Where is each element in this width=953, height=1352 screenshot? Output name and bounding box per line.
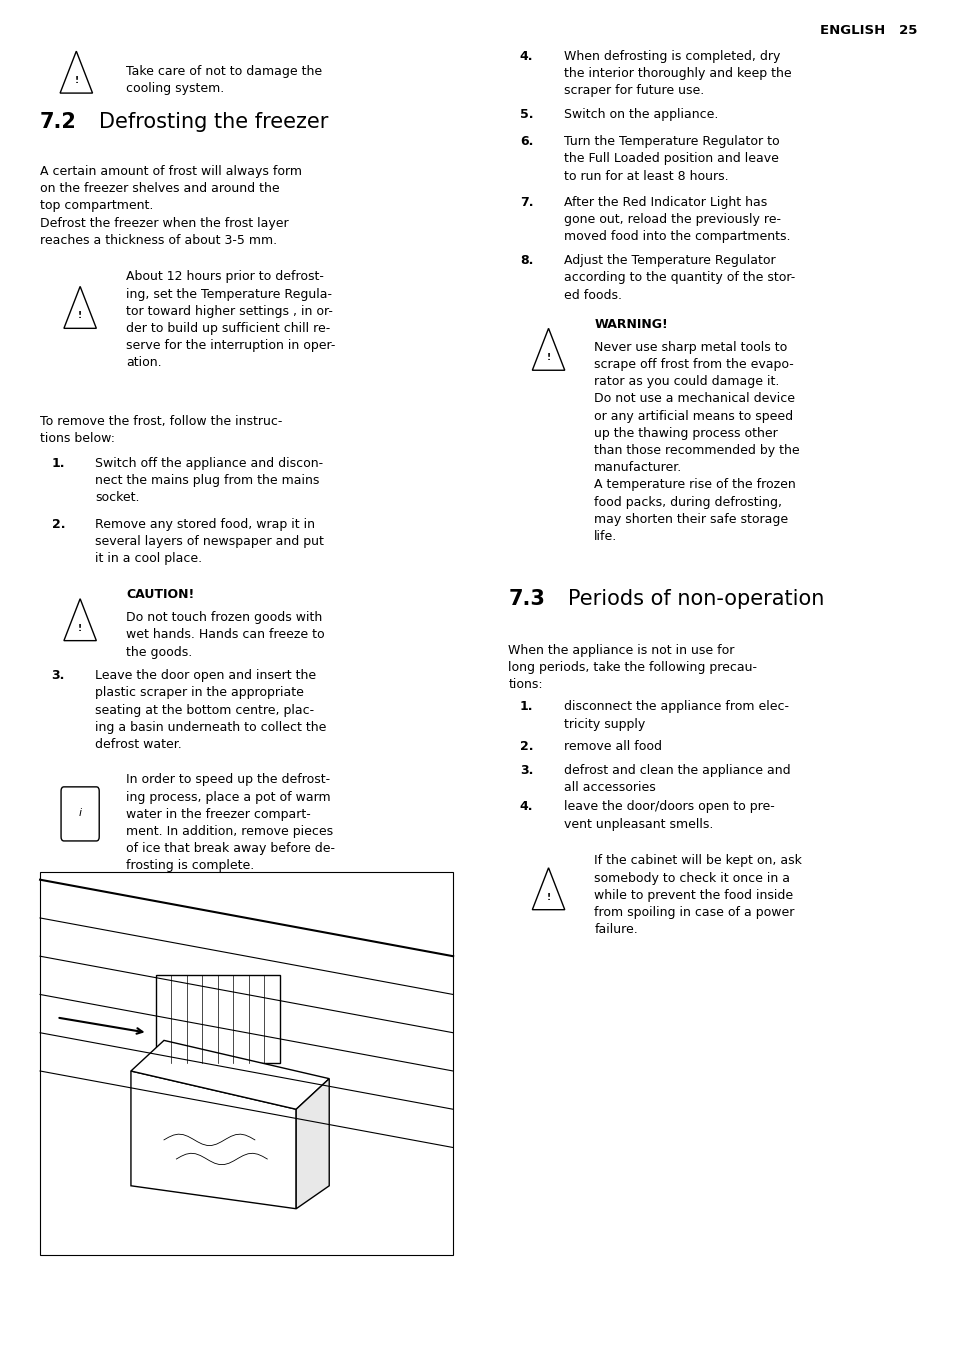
- Text: defrost and clean the appliance and
all accessories: defrost and clean the appliance and all …: [563, 764, 790, 794]
- Text: 7.: 7.: [519, 196, 533, 210]
- Text: disconnect the appliance from elec-
tricity supply: disconnect the appliance from elec- tric…: [563, 700, 788, 730]
- Text: About 12 hours prior to defrost-
ing, set the Temperature Regula-
tor toward hig: About 12 hours prior to defrost- ing, se…: [126, 270, 335, 369]
- Polygon shape: [295, 1079, 329, 1209]
- Text: Periods of non-operation: Periods of non-operation: [567, 589, 823, 610]
- Text: i: i: [78, 807, 82, 818]
- Text: remove all food: remove all food: [563, 740, 661, 753]
- Polygon shape: [131, 1041, 329, 1109]
- Text: Do not touch frozen goods with
wet hands. Hands can freeze to
the goods.: Do not touch frozen goods with wet hands…: [126, 611, 324, 658]
- Text: To remove the frost, follow the instruc-
tions below:: To remove the frost, follow the instruc-…: [40, 415, 282, 445]
- Text: In order to speed up the defrost-
ing process, place a pot of warm
water in the : In order to speed up the defrost- ing pr…: [126, 773, 335, 872]
- Text: 7.2: 7.2: [40, 112, 77, 132]
- Text: !: !: [546, 353, 550, 362]
- Text: A certain amount of frost will always form
on the freezer shelves and around the: A certain amount of frost will always fo…: [40, 165, 302, 247]
- Bar: [155, 975, 279, 1064]
- Text: 8.: 8.: [519, 254, 533, 268]
- Text: 4.: 4.: [519, 800, 533, 814]
- Text: ENGLISH   25: ENGLISH 25: [820, 24, 917, 38]
- Text: Leave the door open and insert the
plastic scraper in the appropriate
seating at: Leave the door open and insert the plast…: [95, 669, 327, 752]
- Text: 6.: 6.: [519, 135, 533, 149]
- Polygon shape: [131, 1071, 295, 1209]
- Text: 1.: 1.: [519, 700, 533, 714]
- Text: Never use sharp metal tools to
scrape off frost from the evapo-
rator as you cou: Never use sharp metal tools to scrape of…: [594, 341, 800, 544]
- Text: Take care of not to damage the
cooling system.: Take care of not to damage the cooling s…: [126, 65, 322, 95]
- Text: Remove any stored food, wrap it in
several layers of newspaper and put
it in a c: Remove any stored food, wrap it in sever…: [95, 518, 324, 565]
- Text: !: !: [78, 311, 82, 320]
- Text: After the Red Indicator Light has
gone out, reload the previously re-
moved food: After the Red Indicator Light has gone o…: [563, 196, 789, 243]
- Text: Switch on the appliance.: Switch on the appliance.: [563, 108, 718, 122]
- Text: If the cabinet will be kept on, ask
somebody to check it once in a
while to prev: If the cabinet will be kept on, ask some…: [594, 854, 801, 937]
- Text: 3.: 3.: [51, 669, 65, 683]
- Text: 1.: 1.: [51, 457, 65, 470]
- Text: CAUTION!: CAUTION!: [126, 588, 194, 602]
- Text: 7.3: 7.3: [508, 589, 545, 610]
- Text: Adjust the Temperature Regulator
according to the quantity of the stor-
ed foods: Adjust the Temperature Regulator accordi…: [563, 254, 794, 301]
- Text: leave the door/doors open to pre-
vent unpleasant smells.: leave the door/doors open to pre- vent u…: [563, 800, 774, 830]
- Text: !: !: [74, 76, 78, 85]
- Text: Defrosting the freezer: Defrosting the freezer: [99, 112, 328, 132]
- Text: WARNING!: WARNING!: [594, 318, 667, 331]
- Text: 5.: 5.: [519, 108, 533, 122]
- Text: 3.: 3.: [519, 764, 533, 777]
- Text: !: !: [546, 892, 550, 902]
- Text: !: !: [78, 623, 82, 633]
- Bar: [40, 872, 453, 1255]
- Text: Turn the Temperature Regulator to
the Full Loaded position and leave
to run for : Turn the Temperature Regulator to the Fu…: [563, 135, 779, 183]
- Text: Switch off the appliance and discon-
nect the mains plug from the mains
socket.: Switch off the appliance and discon- nec…: [95, 457, 323, 504]
- Text: When defrosting is completed, dry
the interior thoroughly and keep the
scraper f: When defrosting is completed, dry the in…: [563, 50, 791, 97]
- Text: 2.: 2.: [519, 740, 533, 753]
- Text: When the appliance is not in use for
long periods, take the following precau-
ti: When the appliance is not in use for lon…: [508, 644, 757, 691]
- Text: 2.: 2.: [51, 518, 65, 531]
- Text: 4.: 4.: [519, 50, 533, 64]
